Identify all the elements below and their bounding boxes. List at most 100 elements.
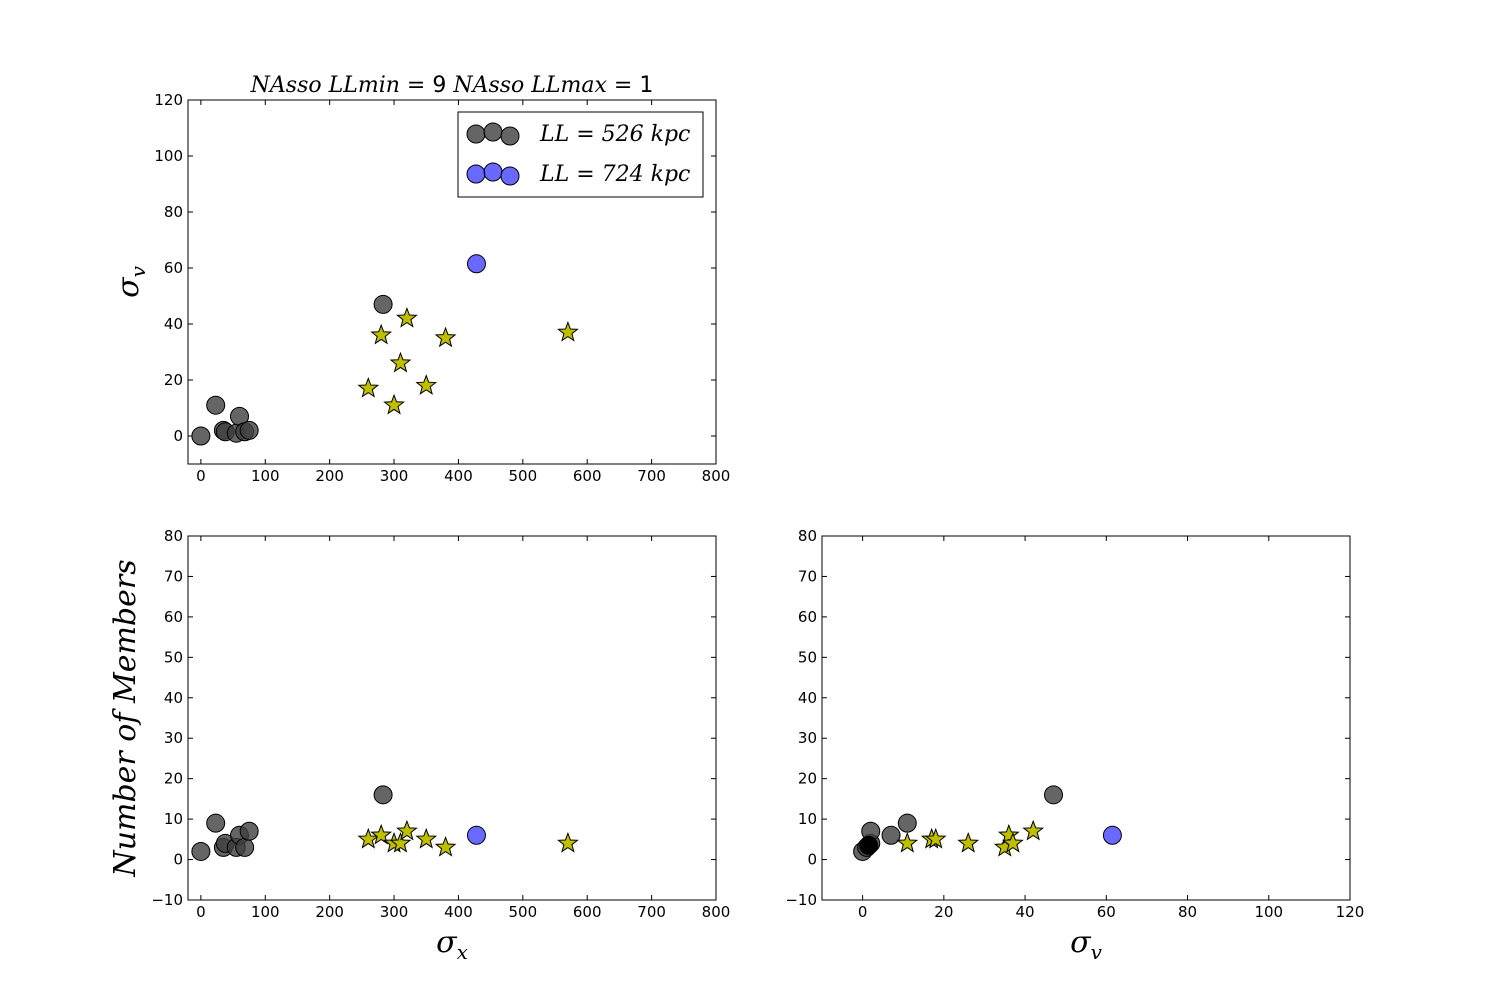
x-axis-label-left-main: σ (436, 925, 458, 960)
legend-marker (500, 166, 520, 186)
x-tick-label: 0 (858, 903, 868, 921)
plot-frame (187, 535, 717, 901)
y-tick-label: 60 (164, 608, 183, 626)
y-tick-label: 10 (798, 810, 817, 828)
x-tick-label: 400 (444, 467, 473, 485)
y-tick-label: 30 (798, 729, 817, 747)
x-axis-label-right: σv (1070, 925, 1102, 964)
y-tick-label: 10 (164, 810, 183, 828)
star-point (997, 823, 1020, 845)
x-tick-label: 800 (702, 467, 731, 485)
scatter-point (191, 426, 211, 446)
scatter-point (373, 294, 393, 314)
y-tick-label: 40 (164, 689, 183, 707)
y-tick-label: 120 (154, 91, 183, 109)
plot-frame (821, 535, 1351, 901)
legend-marker (483, 122, 503, 142)
y-tick-label: 50 (164, 648, 183, 666)
y-axis-label-bottom: Number of Members (108, 559, 143, 877)
y-tick-label: −10 (151, 891, 183, 909)
legend-label: LL = 724 kpc (539, 162, 690, 187)
star-point (370, 323, 393, 345)
x-tick-label: 800 (702, 903, 731, 921)
title-part2-eq: = (614, 73, 639, 98)
y-axis-label-top-main: σ (111, 276, 146, 298)
legend-label: LL = 526 kpc (539, 122, 690, 147)
x-axis-label-right-main: σ (1070, 925, 1092, 960)
x-tick-label: 80 (1178, 903, 1197, 921)
y-tick-label: 100 (154, 147, 183, 165)
legend-marker (500, 126, 520, 146)
y-axis-label-top: σv (111, 265, 150, 297)
scatter-point (239, 821, 259, 841)
star-point (1002, 831, 1024, 853)
star-point (396, 306, 418, 328)
x-tick-label: 300 (380, 903, 409, 921)
scatter-point (897, 813, 917, 833)
y-tick-label: 20 (798, 770, 817, 788)
title-part1-eq: = (407, 73, 432, 98)
legend-marker (466, 124, 486, 144)
y-axis-label-top-sub: v (126, 265, 150, 277)
scatter-point (466, 825, 486, 845)
x-tick-label: 100 (251, 467, 280, 485)
y-tick-label: 20 (164, 770, 183, 788)
y-tick-label: −10 (785, 891, 817, 909)
star-point (924, 827, 947, 849)
x-tick-label: 600 (573, 903, 602, 921)
x-tick-label: 200 (315, 903, 344, 921)
title-part2-var: NAsso LLmax (452, 73, 607, 98)
scatter-point (373, 785, 393, 805)
y-tick-label: 0 (173, 851, 183, 869)
scatter-point (191, 841, 211, 861)
panel-sigma-v-vs-members: 0 20 40 60 80 100 120 −10 0 10 20 30 40 50 60 70 80 (785, 527, 1364, 921)
x-tick-label: 0 (196, 903, 206, 921)
y-tick-label: 60 (798, 608, 817, 626)
y-tick-label: 80 (798, 527, 817, 545)
y-tick-label: 0 (173, 427, 183, 445)
y-tick-label: 60 (164, 259, 183, 277)
scatter-point (206, 813, 226, 833)
star-point (896, 831, 919, 853)
x-axis-label-left-sub: x (457, 940, 468, 964)
scatter-point (466, 254, 486, 274)
title-part2-val: 1 (639, 73, 653, 98)
legend: LL = 526 kpc LL = 724 kpc (457, 111, 704, 198)
star-point (434, 326, 457, 348)
scatter-point (881, 825, 901, 845)
star-point (396, 819, 418, 841)
scatter-point (206, 395, 226, 415)
star-point (389, 351, 412, 373)
x-tick-label: 700 (637, 903, 666, 921)
y-tick-label: 20 (164, 371, 183, 389)
x-tick-label: 300 (380, 467, 409, 485)
x-axis-label-left: σx (436, 925, 468, 964)
x-tick-label: 100 (1254, 903, 1283, 921)
y-tick-label: 80 (164, 527, 183, 545)
x-tick-label: 120 (1336, 903, 1365, 921)
star-point (434, 835, 457, 857)
star-point (415, 827, 438, 849)
star-point (557, 320, 579, 342)
scatter-point (1102, 825, 1122, 845)
y-tick-label: 50 (798, 648, 817, 666)
star-point (1022, 819, 1045, 841)
x-tick-label: 40 (1016, 903, 1035, 921)
star-point (557, 831, 579, 853)
y-tick-label: 30 (164, 729, 183, 747)
star-point (357, 376, 380, 398)
x-tick-label: 100 (251, 903, 280, 921)
y-tick-label: 40 (798, 689, 817, 707)
star-point (357, 827, 380, 849)
scatter-point (1044, 785, 1064, 805)
x-tick-label: 200 (315, 467, 344, 485)
y-tick-label: 70 (798, 567, 817, 585)
figure-title: NAsso LLmin = 9 NAsso LLmax = 1 (250, 73, 654, 98)
x-tick-label: 60 (1097, 903, 1116, 921)
title-part1-var: NAsso LLmin (250, 73, 400, 98)
star-point (957, 831, 980, 853)
x-tick-label: 0 (196, 467, 206, 485)
x-tick-label: 600 (573, 467, 602, 485)
scatter-point (239, 420, 259, 440)
